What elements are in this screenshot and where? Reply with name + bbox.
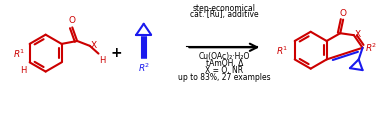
Text: X = O, NR: X = O, NR	[205, 65, 243, 74]
Text: $R^2$: $R^2$	[138, 61, 150, 74]
Text: H: H	[100, 55, 106, 64]
Text: tAmOH, Δ: tAmOH, Δ	[205, 58, 243, 67]
Text: up to 83%, 27 examples: up to 83%, 27 examples	[178, 72, 271, 81]
Text: X: X	[355, 29, 361, 38]
Text: step-economical: step-economical	[193, 4, 256, 13]
Text: O: O	[340, 9, 347, 18]
Text: $R^1$: $R^1$	[13, 47, 25, 60]
Text: H: H	[20, 66, 27, 75]
Text: +: +	[111, 46, 122, 60]
Text: cat. [Ru], additive: cat. [Ru], additive	[190, 10, 259, 19]
Text: $R^2$: $R^2$	[365, 41, 377, 54]
Text: X: X	[91, 41, 97, 50]
Text: Cu(OAc)₂·H₂O: Cu(OAc)₂·H₂O	[199, 52, 250, 61]
Text: $R^1$: $R^1$	[276, 45, 288, 57]
Text: O: O	[69, 16, 76, 25]
